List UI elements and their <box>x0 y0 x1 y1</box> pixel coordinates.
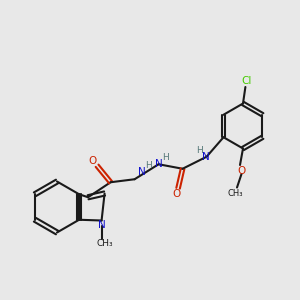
Text: H: H <box>146 161 152 170</box>
Text: O: O <box>172 189 181 199</box>
Text: Cl: Cl <box>242 76 252 86</box>
Text: H: H <box>162 153 169 162</box>
Text: O: O <box>237 166 246 176</box>
Text: CH₃: CH₃ <box>228 189 243 198</box>
Text: N: N <box>202 152 210 162</box>
Text: CH₃: CH₃ <box>97 238 113 247</box>
Text: O: O <box>88 156 97 166</box>
Text: N: N <box>138 167 146 177</box>
Text: N: N <box>155 159 163 169</box>
Text: N: N <box>98 220 106 230</box>
Text: H: H <box>196 146 203 155</box>
